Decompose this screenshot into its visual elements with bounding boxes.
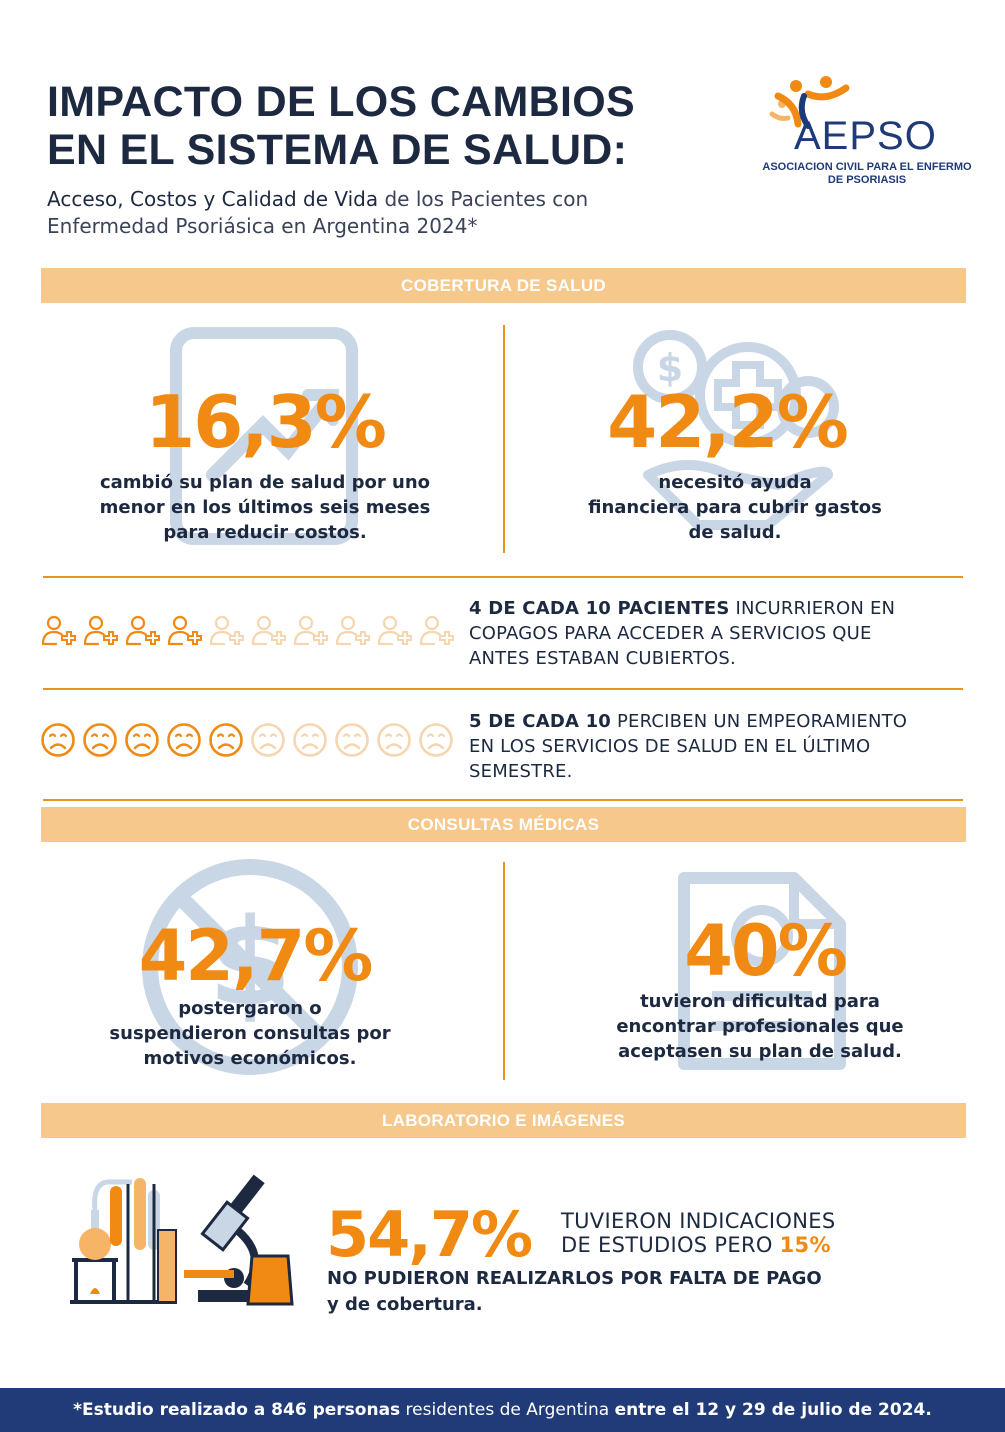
logo-subtitle: ASOCIACION CIVIL PARA EL ENFERMO DE PSOR…: [762, 161, 972, 187]
lab-line-4: y de cobertura.: [327, 1294, 483, 1315]
stat-line: de salud.: [688, 522, 782, 543]
copagos-rest: INCURRIERON EN: [729, 598, 896, 619]
aepso-logo: AEPSO ASOCIACION CIVIL PARA EL ENFERMO D…: [762, 74, 972, 194]
subtitle-line-2: Enfermedad Psoriásica en Argentina 2024*: [47, 214, 478, 238]
page-subtitle: Acceso, Costos y Calidad de Vida de los …: [47, 186, 707, 240]
copagos-text: 4 DE CADA 10 PACIENTES INCURRIERON EN CO…: [469, 596, 969, 671]
empeoramiento-line-2: EN LOS SERVICIOS DE SALUD EN EL ÚLTIMO: [469, 736, 871, 757]
sad-face-icon: [250, 722, 286, 758]
divider-horizontal: [43, 799, 963, 801]
stat-42-7-description: postergaron o suspendieron consultas por…: [65, 996, 435, 1071]
stat-line: financiera para cubrir gastos: [588, 497, 882, 518]
empeoramiento-bold: 5 DE CADA 10: [469, 711, 612, 732]
sad-face-icon: [82, 722, 118, 758]
subtitle-rest: de los Pacientes con: [378, 187, 589, 211]
user-plus-icon: [40, 614, 76, 650]
stat-42-2-description: necesitó ayuda financiera para cubrir ga…: [550, 470, 920, 545]
sad-face-icon: [418, 722, 454, 758]
stat-40-description: tuvieron dificultad para encontrar profe…: [575, 989, 945, 1064]
lab-15-pct: 15%: [779, 1233, 831, 1257]
people-logo-icon: [769, 76, 850, 129]
user-plus-icon: [376, 614, 412, 650]
user-plus-icon: [166, 614, 202, 650]
empeoramiento-text: 5 DE CADA 10 PERCIBEN UN EMPEORAMIENTO E…: [469, 709, 969, 784]
svg-text:$: $: [657, 346, 683, 390]
sad-face-icon: [124, 722, 160, 758]
empeoramiento-line-3: SEMESTRE.: [469, 761, 573, 782]
lab-line-3: NO PUDIERON REALIZARLOS POR FALTA DE PAG…: [327, 1268, 822, 1289]
sad-face-icon-row: [40, 722, 454, 758]
user-plus-icon: [418, 614, 454, 650]
stat-16-3-description: cambió su plan de salud por uno menor en…: [80, 470, 450, 545]
footer-bold-1: *Estudio realizado a 846 personas: [73, 1400, 401, 1420]
sad-face-icon: [166, 722, 202, 758]
stat-16-3: 16,3%: [145, 380, 387, 464]
medical-document-icon: [678, 872, 846, 1070]
section-band-laboratorio: LABORATORIO E IMÁGENES: [41, 1103, 966, 1138]
divider-horizontal: [43, 688, 963, 690]
footer-normal: residentes de Argentina: [400, 1400, 615, 1420]
user-plus-icon: [334, 614, 370, 650]
empeoramiento-rest: PERCIBEN UN EMPEORAMIENTO: [611, 711, 908, 732]
user-plus-icon: [124, 614, 160, 650]
stat-line: tuvieron dificultad para: [640, 991, 880, 1012]
stat-line: postergaron o: [178, 998, 322, 1019]
stat-line: motivos económicos.: [143, 1048, 357, 1069]
laboratory-icon: [70, 1174, 294, 1306]
sad-face-icon: [208, 722, 244, 758]
sad-face-icon: [334, 722, 370, 758]
page-title: IMPACTO DE LOS CAMBIOS EN EL SISTEMA DE …: [47, 78, 635, 174]
divider-vertical: [503, 862, 505, 1080]
stat-line: cambió su plan de salud por uno: [99, 472, 431, 493]
lab-line-2: DE ESTUDIOS PERO: [561, 1233, 780, 1257]
user-plus-icon: [82, 614, 118, 650]
footer-bold-2: entre el 12 y 29 de julio de 2024.: [614, 1400, 932, 1420]
sad-face-icon: [40, 722, 76, 758]
stat-line: encontrar profesionales que: [616, 1016, 904, 1037]
sad-face-icon: [376, 722, 412, 758]
logo-wordmark: AEPSO: [794, 114, 937, 158]
subtitle-bold: Acceso, Costos y Calidad de Vida: [47, 187, 379, 211]
stat-line: aceptasen su plan de salud.: [618, 1041, 902, 1062]
stat-line: para reducir costos.: [163, 522, 367, 543]
stat-line: suspendieron consultas por: [109, 1023, 391, 1044]
sad-face-icon: [292, 722, 328, 758]
title-line-2: EN EL SISTEMA DE SALUD:: [47, 126, 628, 174]
user-plus-icon: [208, 614, 244, 650]
copagos-line-2: COPAGOS PARA ACCEDER A SERVICIOS QUE: [469, 623, 872, 644]
section-band-consultas: CONSULTAS MÉDICAS: [41, 807, 966, 842]
stat-line: necesitó ayuda: [658, 472, 812, 493]
copagos-bold: 4 DE CADA 10 PACIENTES: [469, 598, 730, 619]
patients-icon-row: [40, 614, 454, 650]
divider-vertical: [503, 325, 505, 553]
user-plus-icon: [250, 614, 286, 650]
copagos-line-3: ANTES ESTABAN CUBIERTOS.: [469, 648, 736, 669]
lab-line-1: TUVIERON INDICACIONES: [561, 1209, 836, 1233]
logo-sub-line-1: ASOCIACION CIVIL PARA EL ENFERMO: [762, 161, 972, 173]
lab-falta-pago-text: NO PUDIERON REALIZARLOS POR FALTA DE PAG…: [327, 1266, 822, 1318]
stat-line: menor en los últimos seis meses: [99, 497, 431, 518]
title-line-1: IMPACTO DE LOS CAMBIOS: [47, 78, 635, 126]
stat-54-7: 54,7%: [326, 1198, 533, 1271]
footer-study-note: *Estudio realizado a 846 personas reside…: [0, 1388, 1005, 1432]
stat-42-7: 42,7%: [138, 915, 374, 997]
svg-text:$: $: [208, 894, 292, 1033]
financial-help-icon: $: [633, 330, 839, 530]
chart-board-icon: [170, 327, 358, 545]
section-band-cobertura: COBERTURA DE SALUD: [41, 268, 966, 303]
divider-horizontal: [43, 576, 963, 578]
stat-42-2: 42,2%: [607, 380, 849, 464]
stat-40: 40%: [684, 910, 848, 992]
lab-indicaciones-text: TUVIERON INDICACIONES DE ESTUDIOS PERO 1…: [561, 1209, 835, 1257]
user-plus-icon: [292, 614, 328, 650]
logo-sub-line-2: DE PSORIASIS: [827, 174, 907, 186]
no-money-icon: $: [142, 859, 358, 1075]
